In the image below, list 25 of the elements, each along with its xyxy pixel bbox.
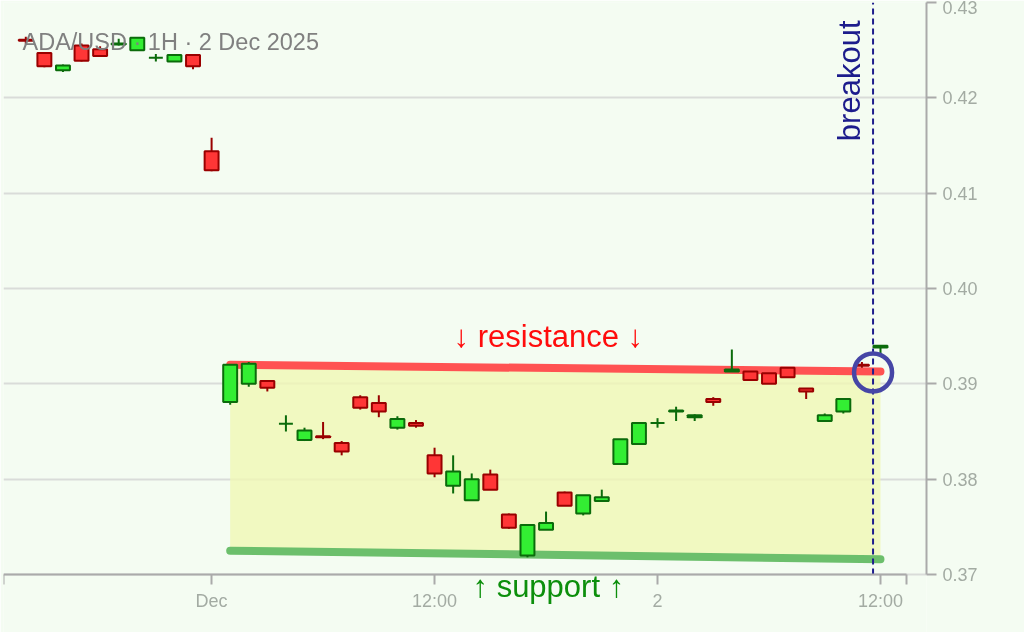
candlestick [277,414,294,433]
candlestick [482,468,499,491]
y-tick-label: 0.38 [942,469,978,490]
candlestick [445,454,462,495]
candlestick [203,136,220,173]
series-label: ↑ support ↑ [472,568,625,604]
x-tick-label: Dec [195,590,228,611]
candlestick [630,421,647,445]
y-tick-label: 0.37 [942,565,978,585]
y-tick-label: 0.43 [942,0,978,18]
ref-line-label: breakout [832,20,868,142]
candlestick [575,494,592,517]
candlestick [240,360,257,388]
candlestick [426,446,443,479]
y-tick-label: 0.40 [942,279,978,299]
x-tick-label: 12:00 [857,590,904,611]
x-tick-label: 12:00 [412,590,458,611]
x-tick-label: 2 [652,590,663,611]
candlestick [370,394,387,419]
candlestick [463,472,480,502]
candlestick [538,510,555,531]
y-tick-label: 0.42 [942,88,978,109]
y-tick-label: 0.39 [942,374,978,395]
series-label: ↓ resistance ↓ [453,319,644,355]
y-tick-label: 0.41 [942,183,978,204]
